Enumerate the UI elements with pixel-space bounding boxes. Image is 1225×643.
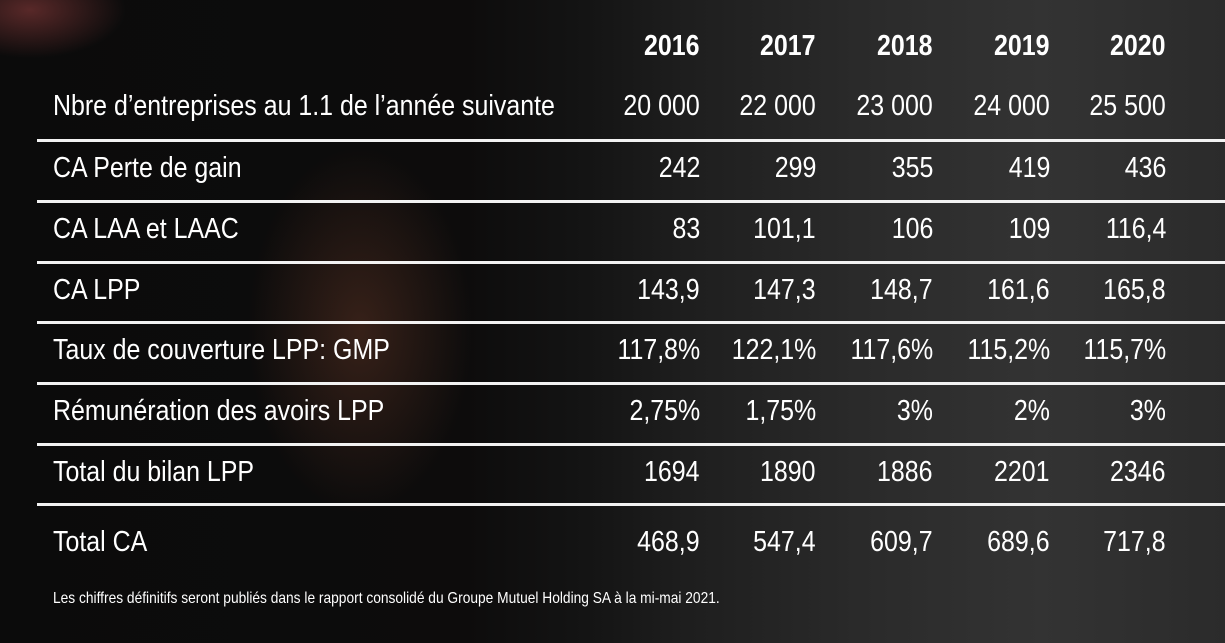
table-cell: 419 <box>1008 152 1050 184</box>
table-cell: 24 000 <box>973 90 1050 122</box>
column-header: 2019 <box>994 30 1050 62</box>
row-label: CA Perte de gain <box>53 152 242 184</box>
table-cell: 161,6 <box>987 274 1050 306</box>
table-cell: 22 000 <box>739 90 816 122</box>
table-cell: 547,4 <box>753 526 816 558</box>
table-cell: 147,3 <box>753 274 816 306</box>
row-label: Total du bilan LPP <box>53 456 255 488</box>
table-cell: 3% <box>1129 395 1166 427</box>
table-cell: 20 000 <box>623 90 700 122</box>
table-cell: 117,6% <box>850 334 933 366</box>
table-cell: 106 <box>891 213 933 245</box>
row-label: Nbre d’entreprises au 1.1 de l’année sui… <box>53 90 555 122</box>
table-cell: 299 <box>774 152 816 184</box>
row-label: Total CA <box>53 526 148 558</box>
row-divider <box>37 139 1225 142</box>
table-cell: 1890 <box>760 456 816 488</box>
row-divider <box>37 200 1225 203</box>
table-cell: 117,8% <box>617 334 700 366</box>
column-header: 2020 <box>1110 30 1166 62</box>
row-label: CA LAA et LAAC <box>53 213 239 245</box>
table-cell: 101,1 <box>753 213 816 245</box>
row-divider <box>37 261 1225 264</box>
table-cell: 165,8 <box>1103 274 1166 306</box>
row-label: CA LPP <box>53 274 141 306</box>
table-cell: 3% <box>896 395 933 427</box>
table-cell: 1886 <box>877 456 933 488</box>
table-cell: 83 <box>672 213 700 245</box>
table-cell: 355 <box>891 152 933 184</box>
row-divider <box>37 443 1225 446</box>
column-header: 2017 <box>760 30 816 62</box>
column-header: 2016 <box>644 30 700 62</box>
table-cell: 23 000 <box>856 90 933 122</box>
table-cell: 609,7 <box>870 526 933 558</box>
table-cell: 468,9 <box>637 526 700 558</box>
table-cell: 25 500 <box>1089 90 1166 122</box>
row-divider <box>37 503 1225 506</box>
row-label: Taux de couverture LPP: GMP <box>53 334 390 366</box>
table-cell: 115,7% <box>1083 334 1166 366</box>
column-header: 2018 <box>877 30 933 62</box>
table-cell: 689,6 <box>987 526 1050 558</box>
row-divider <box>37 321 1225 324</box>
table-cell: 242 <box>658 152 700 184</box>
table-cell: 109 <box>1008 213 1050 245</box>
row-divider <box>37 382 1225 385</box>
table-cell: 436 <box>1124 152 1166 184</box>
table-cell: 1694 <box>644 456 700 488</box>
table-cell: 143,9 <box>637 274 700 306</box>
table-cell: 122,1% <box>731 334 816 366</box>
table-cell: 116,4 <box>1105 213 1166 245</box>
table-cell: 2346 <box>1110 456 1166 488</box>
table-cell: 115,2% <box>967 334 1050 366</box>
table-cell: 717,8 <box>1103 526 1166 558</box>
row-label: Rémunération des avoirs LPP <box>53 395 385 427</box>
table-cell: 2201 <box>994 456 1050 488</box>
table-cell: 148,7 <box>870 274 933 306</box>
table-cell: 2,75% <box>629 395 700 427</box>
table-cell: 1,75% <box>745 395 816 427</box>
footnote: Les chiffres définitifs seront publiés d… <box>53 590 720 607</box>
table-cell: 2% <box>1013 395 1050 427</box>
